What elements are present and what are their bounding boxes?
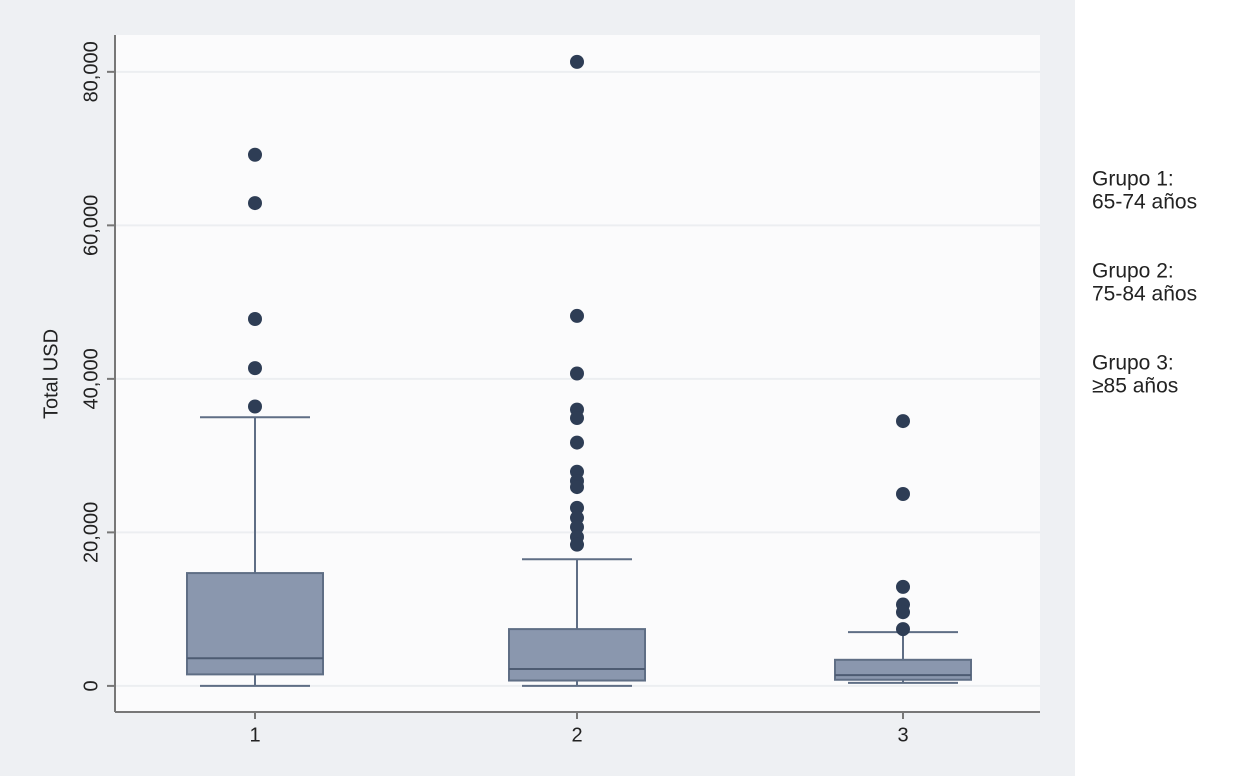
box — [508, 628, 646, 682]
y-tick-label: 20,000 — [80, 502, 102, 563]
outlier — [570, 435, 584, 450]
outlier — [248, 361, 262, 376]
annotation: Grupo 3: — [1092, 352, 1174, 375]
x-tick-label: 1 — [249, 724, 260, 746]
box — [834, 658, 972, 681]
y-tick-label: 0 — [80, 680, 102, 691]
outlier — [896, 579, 910, 594]
annotation: Grupo 2: — [1092, 260, 1174, 283]
x-tick-label: 3 — [897, 724, 908, 746]
outlier — [896, 605, 910, 620]
y-tick-label: 40,000 — [80, 348, 102, 409]
annotation: 75-84 años — [1092, 283, 1197, 306]
outlier — [248, 312, 262, 327]
annotation: 65-74 años — [1092, 191, 1197, 214]
outlier — [896, 622, 910, 637]
outlier — [248, 399, 262, 414]
y-axis-label: Total USD — [40, 329, 62, 419]
annotation: ≥85 años — [1092, 375, 1178, 398]
outlier — [570, 520, 584, 535]
outlier — [570, 366, 584, 381]
y-tick-label: 80,000 — [80, 41, 102, 102]
outlier — [248, 196, 262, 211]
x-tick-label: 2 — [571, 724, 582, 746]
annotation: Grupo 1: — [1092, 168, 1174, 191]
outlier — [570, 500, 584, 515]
outlier — [570, 308, 584, 323]
outlier — [570, 54, 584, 69]
outlier — [570, 480, 584, 495]
outlier — [896, 487, 910, 502]
outlier — [248, 147, 262, 162]
outlier — [570, 537, 584, 552]
outlier — [896, 414, 910, 429]
y-tick-label: 60,000 — [80, 195, 102, 256]
outlier — [570, 411, 584, 426]
